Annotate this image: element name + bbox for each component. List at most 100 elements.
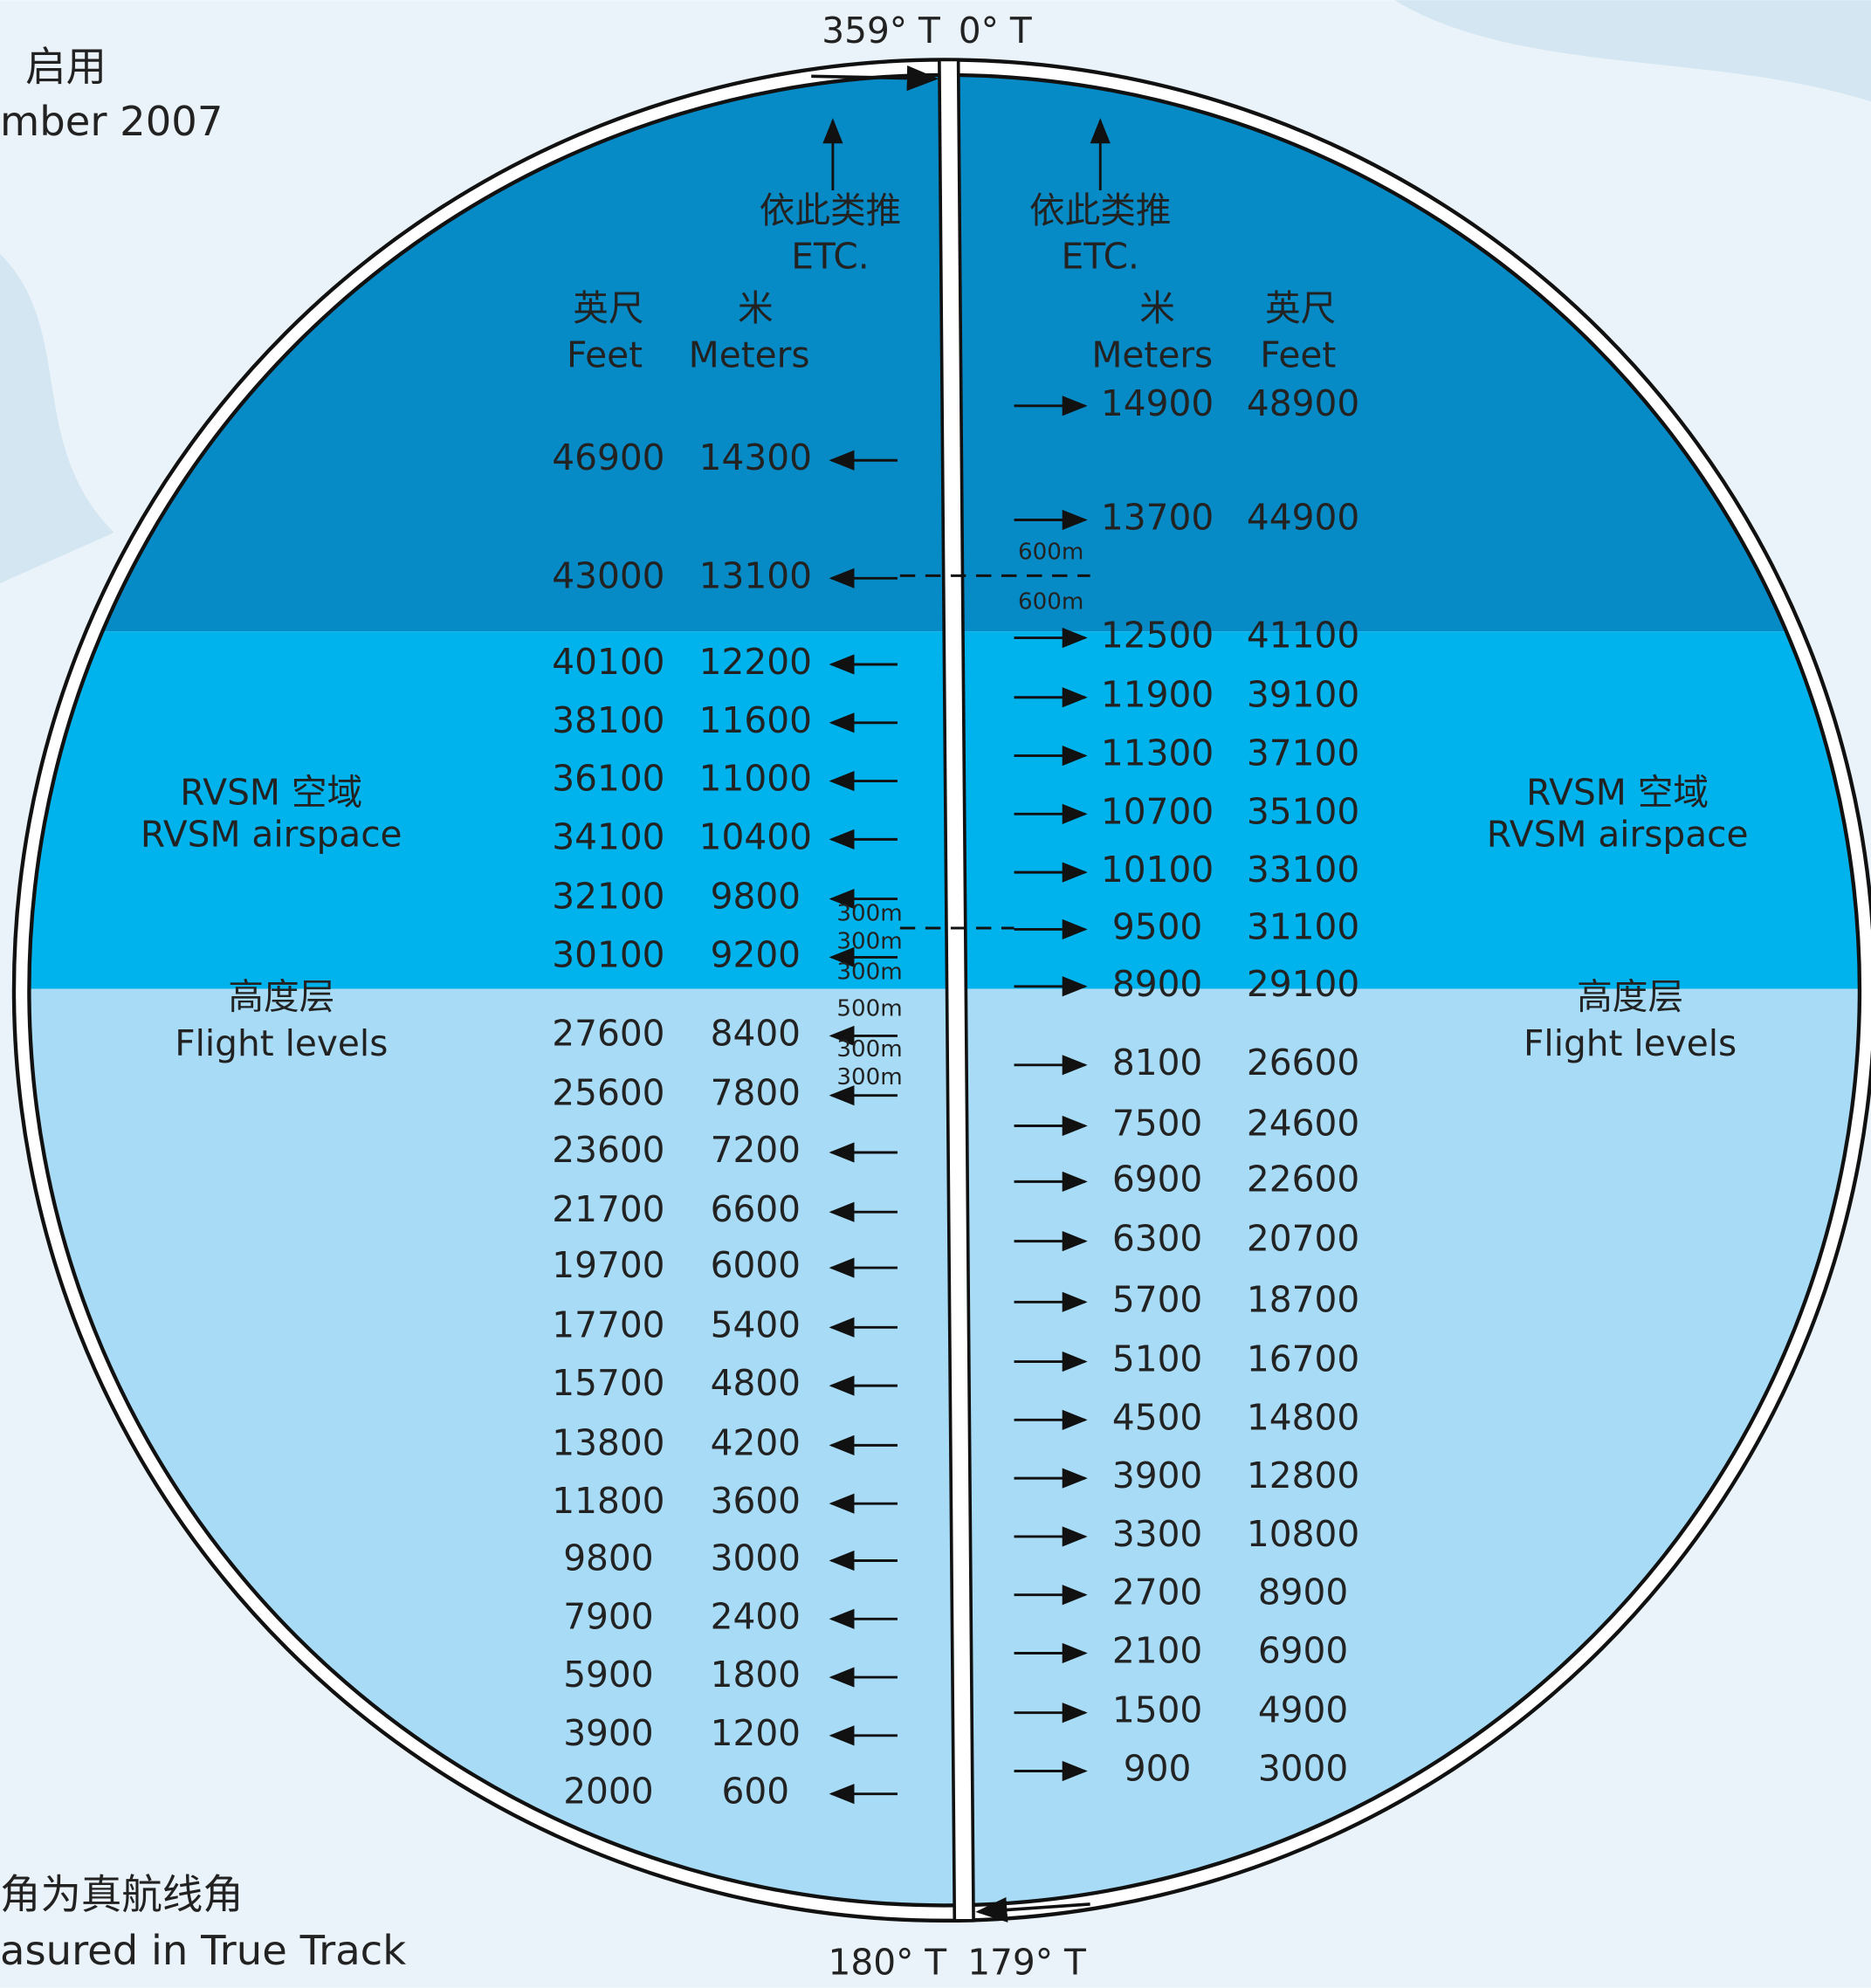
meters-value: 9500 [1112, 905, 1202, 947]
feet-value: 38100 [552, 699, 664, 741]
meters-value: 1800 [711, 1654, 801, 1696]
meters-value: 14300 [699, 437, 812, 478]
meters-value: 10400 [699, 815, 812, 857]
meters-value: 6600 [711, 1188, 801, 1230]
track-divider [938, 58, 975, 1923]
meters-value: 3600 [711, 1480, 801, 1522]
meters-value: 9200 [711, 933, 801, 975]
meters-value: 2100 [1112, 1629, 1202, 1671]
meters-value: 900 [1124, 1748, 1192, 1790]
feet-value: 6900 [1258, 1629, 1348, 1671]
meters-value: 13700 [1101, 496, 1214, 538]
etc-label: ETC. [791, 235, 869, 277]
feet-value: 18700 [1247, 1278, 1359, 1320]
feet-value: 17700 [552, 1304, 664, 1345]
zone-label: Flight levels [175, 1022, 388, 1064]
meters-value: 7800 [711, 1072, 801, 1114]
column-header: 米 [738, 287, 774, 329]
feet-value: 21700 [552, 1188, 664, 1230]
meters-value: 12200 [699, 641, 812, 683]
meters-value: 9800 [711, 876, 801, 918]
feet-value: 24600 [1247, 1102, 1359, 1144]
column-header: 英尺 [1265, 287, 1336, 329]
compass-label: 359° T [822, 10, 940, 52]
south-arrow [975, 1896, 1090, 1923]
zone-label: 高度层 [1577, 975, 1683, 1017]
meters-value: 2700 [1112, 1572, 1202, 1613]
compass-label: 180° T [829, 1942, 947, 1984]
feet-value: 16700 [1247, 1338, 1359, 1380]
footer-text: asured in True Track [0, 1927, 406, 1974]
column-header: Meters [689, 334, 810, 376]
meters-value: 4200 [711, 1421, 801, 1463]
meters-value: 10100 [1101, 849, 1214, 891]
feet-value: 8900 [1258, 1572, 1348, 1613]
feet-value: 9800 [563, 1537, 653, 1579]
feet-value: 31100 [1247, 905, 1359, 947]
feet-value: 36100 [552, 758, 664, 800]
feet-value: 3000 [1258, 1748, 1348, 1790]
header-text: 启用 [25, 44, 107, 91]
meters-value: 6300 [1112, 1218, 1202, 1260]
feet-value: 34100 [552, 815, 664, 857]
feet-value: 12800 [1247, 1455, 1359, 1496]
zone-label: 高度层 [228, 975, 334, 1017]
feet-value: 4900 [1258, 1689, 1348, 1731]
feet-value: 30100 [552, 933, 664, 975]
meters-value: 11300 [1101, 733, 1214, 774]
feet-value: 46900 [552, 437, 664, 478]
feet-value: 41100 [1247, 615, 1359, 657]
feet-value: 40100 [552, 641, 664, 683]
etc-label: ETC. [1062, 235, 1139, 277]
meters-value: 600 [722, 1771, 790, 1813]
meters-value: 6000 [711, 1244, 801, 1286]
feet-value: 13800 [552, 1421, 664, 1463]
meters-value: 3900 [1112, 1455, 1202, 1496]
separation-label: 300m [836, 959, 902, 985]
meters-value: 3000 [711, 1537, 801, 1579]
feet-value: 5900 [563, 1654, 653, 1696]
meters-value: 4500 [1112, 1396, 1202, 1438]
meters-value: 7500 [1112, 1102, 1202, 1144]
feet-value: 15700 [552, 1362, 664, 1404]
meters-value: 14900 [1101, 382, 1214, 424]
feet-value: 26600 [1247, 1042, 1359, 1083]
compass-label: 0° T [959, 10, 1032, 52]
feet-value: 29100 [1247, 963, 1359, 1005]
separation-label: 300m [836, 928, 902, 954]
meters-value: 6900 [1112, 1158, 1202, 1200]
separation-label: 300m [836, 1064, 902, 1090]
meters-value: 8900 [1112, 963, 1202, 1005]
feet-value: 43000 [552, 554, 664, 596]
meters-value: 8100 [1112, 1042, 1202, 1083]
column-header: Feet [1260, 334, 1336, 376]
separation-label: 300m [836, 1036, 902, 1063]
separation-label: 600m [1018, 588, 1083, 615]
meters-value: 7200 [711, 1129, 801, 1171]
header-text: mber 2007 [0, 98, 223, 145]
zone-label: RVSM 空域 [180, 772, 362, 814]
feet-value: 19700 [552, 1244, 664, 1286]
feet-value: 11800 [552, 1480, 664, 1522]
meters-value: 10700 [1101, 790, 1214, 832]
meters-value: 13100 [699, 554, 812, 596]
meters-value: 5400 [711, 1304, 801, 1345]
feet-value: 48900 [1247, 382, 1359, 424]
feet-value: 37100 [1247, 733, 1359, 774]
etc-label: 依此类推 [760, 189, 902, 231]
feet-value: 14800 [1247, 1396, 1359, 1438]
separation-label: 300m [836, 901, 902, 927]
feet-value: 25600 [552, 1072, 664, 1114]
separation-label: 600m [1018, 540, 1083, 566]
zone-label: RVSM airspace [1487, 813, 1749, 855]
compass-label: 179° T [967, 1942, 1086, 1984]
meters-value: 11000 [699, 758, 812, 800]
meters-value: 2400 [711, 1595, 801, 1637]
feet-value: 23600 [552, 1129, 664, 1171]
north-arrow [811, 65, 939, 92]
meters-value: 1200 [711, 1712, 801, 1754]
feet-value: 35100 [1247, 790, 1359, 832]
meters-value: 3300 [1112, 1513, 1202, 1555]
